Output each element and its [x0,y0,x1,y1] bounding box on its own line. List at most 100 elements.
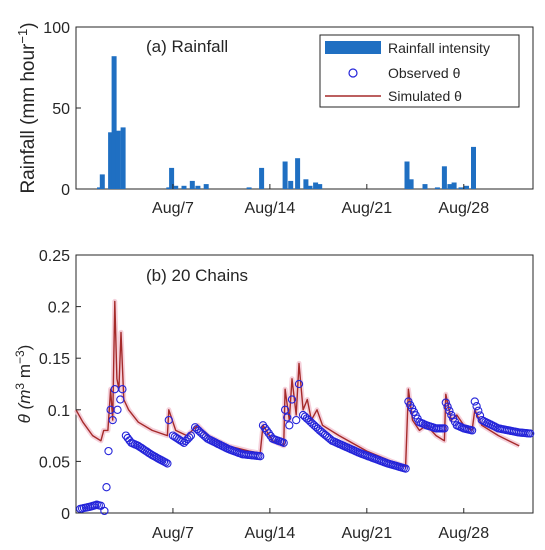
observed-marker [279,438,288,447]
observed-marker [264,429,273,438]
rainfall-bar [307,185,313,189]
rainfall-bar [282,161,288,189]
rainfall-bar [181,185,187,189]
x-tick-label: Aug/28 [438,200,489,217]
rainfall-bar [173,185,179,189]
observed-marker [185,433,194,442]
rainfall-x-ticks: Aug/7 Aug/14 Aug/21 Aug/28 [152,184,489,217]
rainfall-bar [259,167,265,189]
observed-marker [178,437,187,446]
y-tick-label: 0 [61,182,70,199]
rainfall-bar [447,184,453,189]
rainfall-bar [99,174,105,189]
observed-marker [102,483,111,492]
observed-marker [440,424,449,433]
rainfall-bar [166,187,172,189]
rainfall-bar [203,184,209,189]
observed-marker [262,426,271,435]
observed-marker [116,395,125,404]
observed-marker [401,464,410,473]
legend-observed-label: Observed θ [388,65,461,81]
observed-marker [163,459,172,468]
observed-marker [294,379,304,389]
x-tick-label: Aug/21 [341,525,392,542]
soil-moisture-y-ticks: 0 0.05 0.1 0.15 0.2 0.25 [39,248,81,523]
simulated-series [73,298,521,470]
rainfall-bar [115,130,121,189]
observed-marker [287,395,297,404]
rainfall-bar [108,132,114,189]
rainfall-bar [458,187,464,189]
rainfall-bar [422,184,428,189]
rainfall-bar [404,161,410,189]
rainfall-bar [246,187,252,189]
y-tick-label: 0.25 [39,248,70,265]
y-tick-label: 0 [61,506,70,523]
rainfall-bar [434,187,440,189]
observed-series [76,379,535,516]
rainfall-bar [195,185,201,189]
rainfall-bar [111,56,117,190]
rainfall-bar [189,180,195,189]
y-tick-label: 0.05 [39,454,70,471]
soil-moisture-panel-label: (b) 20 Chains [146,266,248,285]
rainfall-bar [464,185,469,189]
rainfall-bar [295,158,301,189]
y-tick-label: 50 [52,101,70,118]
observed-marker [445,406,454,415]
rainfall-y-ticks: 0 50 100 [43,20,81,199]
observed-marker [100,506,109,516]
rainfall-bar [169,167,175,189]
x-tick-label: Aug/21 [341,200,392,217]
observed-marker [104,446,113,456]
rainfall-bar [288,180,294,189]
observed-marker [280,405,290,414]
observed-marker [113,405,122,414]
x-tick-label: Aug/7 [152,200,194,217]
observed-marker [285,421,294,430]
legend-observed-marker [348,68,358,78]
observed-marker [118,385,127,394]
rainfall-bar [451,182,457,189]
observed-marker [467,426,477,435]
y-tick-label: 0.15 [39,351,70,368]
observed-marker [161,458,170,467]
soil-moisture-y-axis-label: θ (m3 m−3) [13,345,34,424]
rainfall-panel-label: (a) Rainfall [146,37,228,56]
rainfall-bar [313,182,319,189]
legend-rainfall-swatch [325,41,381,54]
y-tick-label: 0.2 [48,300,70,317]
rainfall-bar [97,187,102,189]
rainfall-bar [317,184,323,189]
observed-marker [164,415,173,425]
rainfall-bar [408,179,414,189]
rainfall-bar [120,127,126,189]
rainfall-bar [471,146,476,189]
observed-marker [258,421,268,430]
y-tick-label: 100 [43,20,70,37]
soil-moisture-x-ticks: Aug/7 Aug/14 Aug/21 Aug/28 [152,508,489,542]
rainfall-bar [441,166,447,189]
rainfall-y-axis-label: Rainfall (mm hour−1) [15,22,39,193]
x-tick-label: Aug/14 [245,525,296,542]
observed-marker [256,452,265,461]
legend-rainfall-label: Rainfall intensity [388,40,490,56]
x-tick-label: Aug/14 [245,200,296,217]
rainfall-panel: 0 50 100 Aug/7 Aug/14 Aug/21 Aug/28 (a) Rainf… [15,20,534,217]
observed-marker [526,429,535,438]
x-tick-label: Aug/28 [438,525,489,542]
observed-marker [441,398,450,407]
legend: Rainfall intensity Observed θ Simulated … [319,34,520,108]
rainfall-bar [303,179,309,189]
rainfall-bars [97,56,476,190]
observed-marker [260,423,270,433]
observed-marker [443,402,452,411]
simulated-line [75,300,520,468]
observed-marker [470,397,479,406]
observed-marker [283,413,292,422]
soil-moisture-axes-box [75,254,534,514]
legend-simulated-label: Simulated θ [388,88,462,104]
observed-marker [292,415,301,425]
observed-marker [474,406,483,415]
